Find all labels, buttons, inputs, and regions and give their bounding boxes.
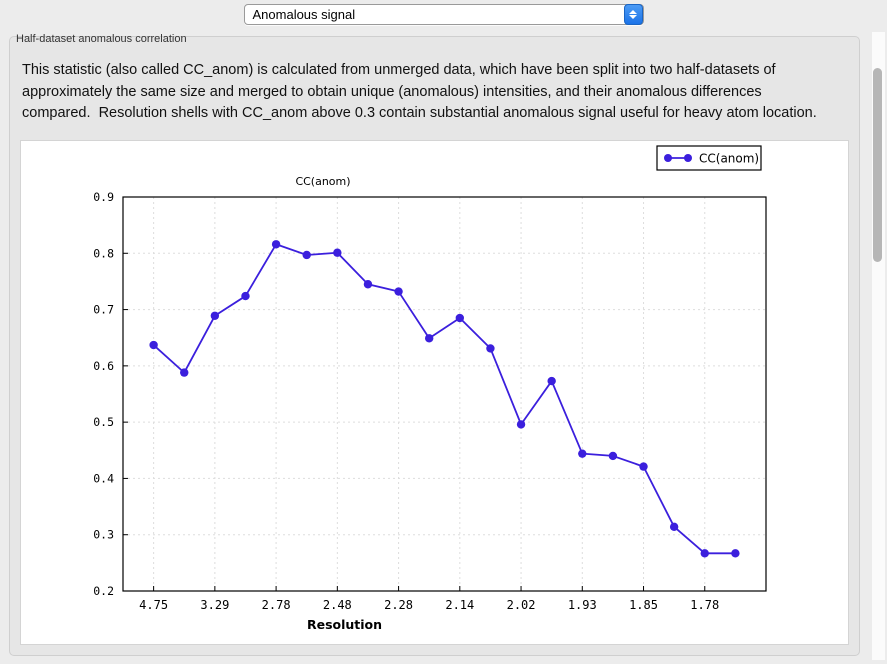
- vertical-scrollbar-thumb[interactable]: [873, 68, 882, 262]
- chart-selector-value: Anomalous signal: [252, 7, 356, 22]
- svg-text:2.48: 2.48: [323, 598, 352, 612]
- svg-text:CC(anom): CC(anom): [699, 152, 759, 166]
- svg-text:0.6: 0.6: [93, 359, 114, 373]
- svg-text:0.7: 0.7: [93, 303, 114, 317]
- svg-text:4.75: 4.75: [139, 598, 168, 612]
- stepper-button[interactable]: [623, 4, 643, 25]
- svg-text:0.8: 0.8: [93, 246, 114, 260]
- svg-text:3.29: 3.29: [200, 598, 229, 612]
- svg-text:0.3: 0.3: [93, 528, 114, 542]
- groupbox-title: Half-dataset anomalous correlation: [16, 33, 187, 45]
- svg-text:1.85: 1.85: [629, 598, 658, 612]
- svg-text:0.2: 0.2: [93, 584, 114, 598]
- svg-text:2.78: 2.78: [262, 598, 291, 612]
- cc-anom-line-chart: 0.2 0.3 0.4 0.5 0.6 0.7 0.8 0.9 4.75 3.29 2.78 2.48…: [93, 145, 767, 632]
- chevron-up-icon: [629, 10, 637, 14]
- svg-text:0.5: 0.5: [93, 415, 114, 429]
- svg-text:1.78: 1.78: [690, 598, 719, 612]
- chevron-down-icon: [629, 15, 637, 19]
- chart-selector-dropdown[interactable]: Anomalous signal: [243, 4, 644, 25]
- svg-text:0.9: 0.9: [93, 190, 114, 204]
- svg-text:2.02: 2.02: [507, 598, 536, 612]
- svg-text:2.28: 2.28: [384, 598, 413, 612]
- svg-text:0.4: 0.4: [93, 471, 114, 485]
- vertical-scrollbar-track[interactable]: [872, 32, 885, 660]
- statistic-description: This statistic (also called CC_anom) is …: [22, 62, 817, 121]
- toolbar: Anomalous signal: [0, 0, 887, 29]
- svg-text:Resolution: Resolution: [307, 617, 382, 632]
- chart-panel: 0.2 0.3 0.4 0.5 0.6 0.7 0.8 0.9 4.75 3.29 2.78 2.48…: [20, 140, 849, 645]
- svg-text:CC(anom): CC(anom): [295, 175, 350, 188]
- svg-text:2.14: 2.14: [445, 598, 474, 612]
- svg-text:1.93: 1.93: [568, 598, 597, 612]
